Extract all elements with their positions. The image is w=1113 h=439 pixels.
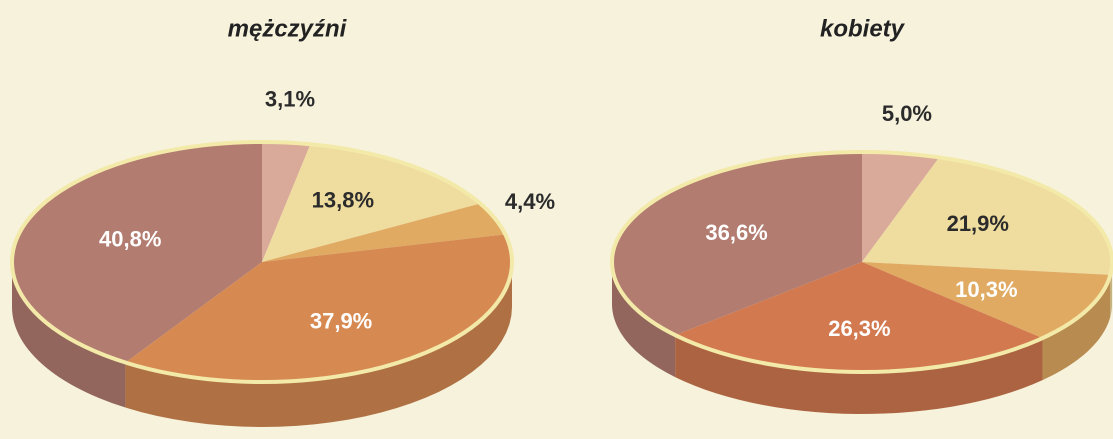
slice-side: [675, 335, 1043, 414]
slice: [125, 234, 512, 382]
slice: [862, 157, 1112, 275]
data-label: 40,8%: [99, 227, 161, 252]
slice: [675, 262, 1043, 372]
slice: [612, 152, 862, 336]
slice: [262, 203, 506, 262]
chart-title: kobiety: [820, 15, 906, 42]
data-label: 21,9%: [947, 211, 1009, 236]
rim: [10, 140, 514, 384]
data-label: 26,3%: [828, 316, 890, 341]
data-label: 36,6%: [705, 220, 767, 245]
chart-title: mężczyźni: [228, 15, 348, 42]
data-label: 13,8%: [312, 188, 374, 213]
data-label: 4,4%: [505, 189, 555, 214]
slice: [862, 262, 1111, 339]
slice-side: [612, 262, 676, 378]
rim: [610, 150, 1113, 374]
data-label: 5,0%: [882, 101, 932, 126]
slice: [862, 152, 940, 262]
data-label: 10,3%: [955, 277, 1017, 302]
data-label: 3,1%: [265, 87, 315, 112]
slice-side: [125, 262, 512, 427]
slice-side: [12, 262, 126, 408]
slice: [262, 142, 311, 262]
slice: [12, 142, 263, 363]
slice-side: [1042, 274, 1111, 381]
data-label: 37,9%: [310, 309, 372, 334]
slice: [262, 144, 481, 262]
